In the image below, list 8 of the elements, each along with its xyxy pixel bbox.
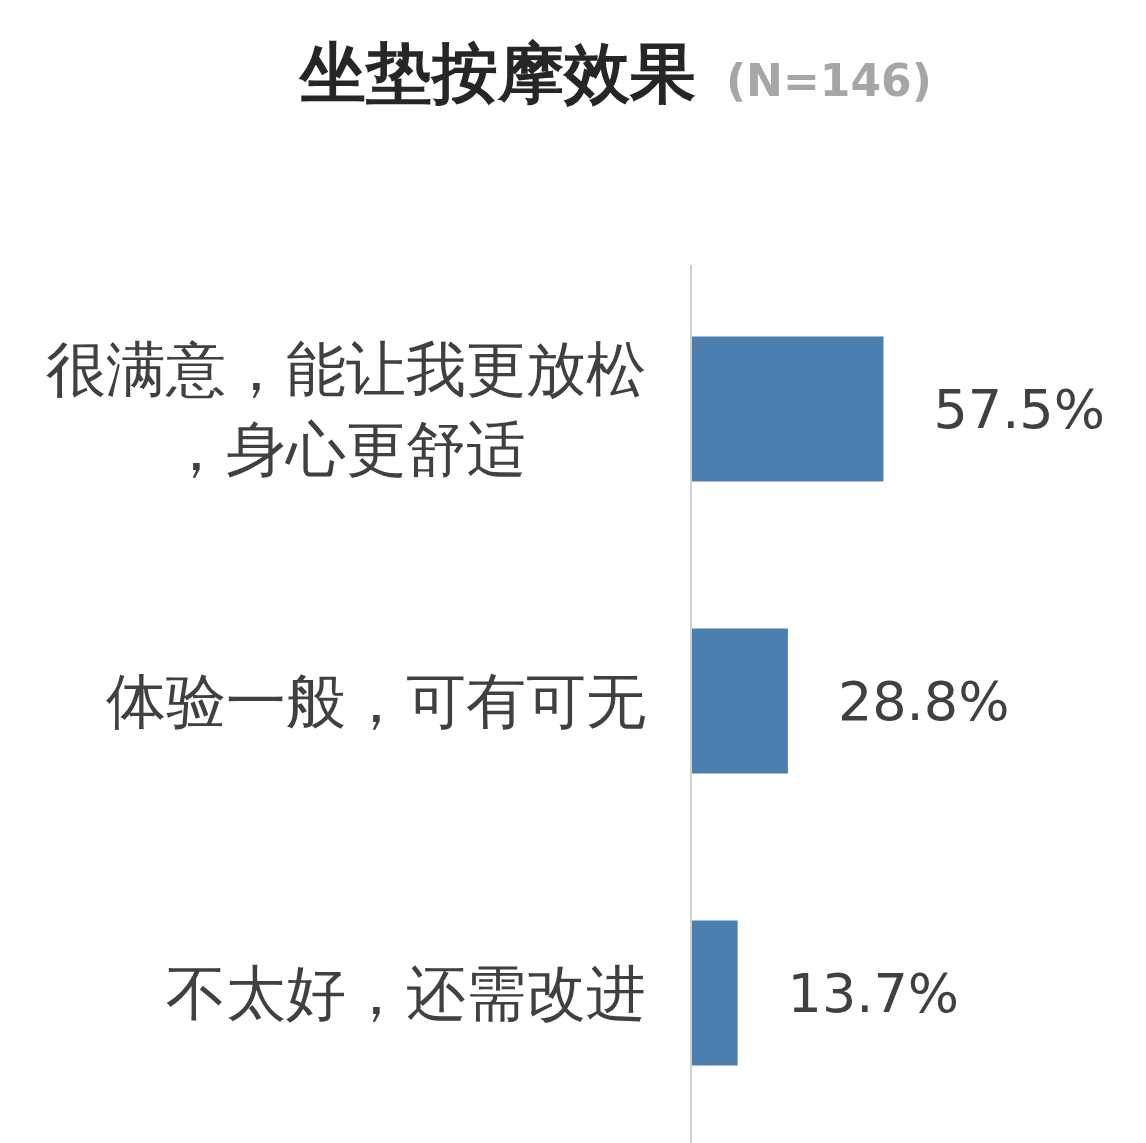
data-label: 28.8% (837, 670, 1010, 733)
chart-title: 坐垫按摩效果 (298, 35, 696, 112)
y-tick-label: 很满意，能让我更放松，身心更舒适 (46, 334, 646, 484)
chart-subtitle: (N=146) (726, 55, 932, 106)
data-label: 13.7% (787, 962, 960, 1025)
data-label: 57.5% (933, 378, 1106, 441)
y-tick-label: 体验一般，可有可无 (106, 666, 646, 736)
y-tick-label: 不太好，还需改进 (166, 958, 646, 1028)
